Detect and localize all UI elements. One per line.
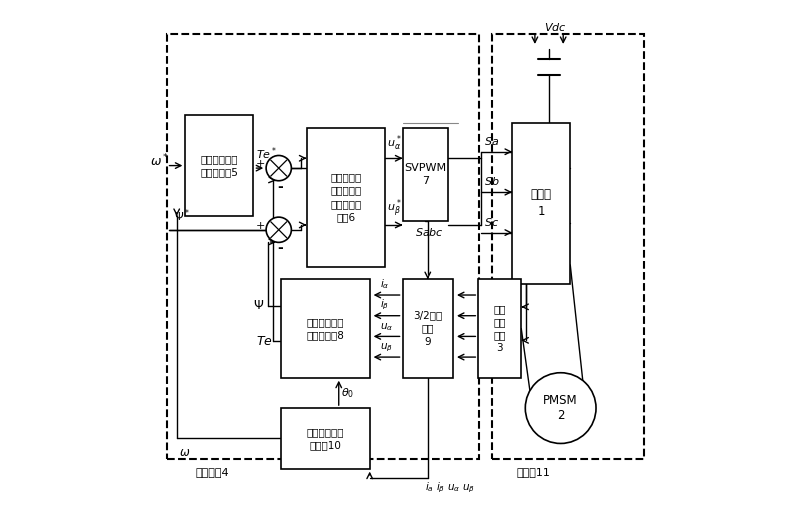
Text: SVPWM
7: SVPWM 7: [404, 163, 446, 186]
Bar: [478, 279, 522, 378]
Text: $i_\alpha$: $i_\alpha$: [380, 278, 390, 292]
Text: $u_\alpha$: $u_\alpha$: [380, 321, 393, 333]
Bar: [492, 34, 643, 459]
Text: $Sabc$: $Sabc$: [415, 226, 444, 238]
Bar: [282, 408, 370, 469]
Text: $u_\alpha^*$: $u_\alpha^*$: [387, 134, 402, 153]
Text: 自适应模糊
滑模转矩、
磁链内环控
制器6: 自适应模糊 滑模转矩、 磁链内环控 制器6: [330, 172, 362, 222]
Text: $\Psi$: $\Psi$: [254, 299, 265, 312]
Circle shape: [526, 373, 596, 443]
Text: 控制电路4: 控制电路4: [195, 467, 229, 477]
Text: $Vdc$: $Vdc$: [544, 21, 566, 33]
Text: $i_a\ i_\beta\ u_\alpha\ u_\beta$: $i_a\ i_\beta\ u_\alpha\ u_\beta$: [426, 481, 475, 495]
Text: $Te^*$: $Te^*$: [256, 145, 278, 162]
Text: +: +: [255, 220, 265, 231]
Text: 主电路11: 主电路11: [516, 467, 550, 477]
Text: PMSM
2: PMSM 2: [543, 394, 578, 422]
Text: $\omega$: $\omega$: [179, 446, 190, 459]
Bar: [402, 279, 453, 378]
Text: $u_\beta^*$: $u_\beta^*$: [387, 198, 402, 220]
Text: -: -: [277, 241, 282, 256]
Circle shape: [266, 155, 291, 181]
Bar: [282, 279, 370, 378]
Text: 3/2坐标
变换
9: 3/2坐标 变换 9: [413, 310, 442, 347]
Text: $i_\beta$: $i_\beta$: [380, 298, 389, 312]
Text: -: -: [277, 180, 282, 194]
Bar: [166, 34, 479, 459]
Bar: [306, 128, 385, 267]
Bar: [186, 115, 254, 216]
Text: $Sb$: $Sb$: [484, 175, 499, 187]
Text: 逆变器
1: 逆变器 1: [530, 188, 552, 218]
Bar: [402, 128, 448, 221]
Text: $\omega^*$: $\omega^*$: [150, 152, 169, 169]
Text: $\Psi^*$: $\Psi^*$: [174, 207, 190, 224]
Text: 终端滑模转速
外环控制器5: 终端滑模转速 外环控制器5: [201, 154, 238, 177]
Bar: [512, 122, 570, 284]
Text: 信号
检测
电路
3: 信号 检测 电路 3: [494, 304, 506, 354]
Text: $Te$: $Te$: [256, 335, 273, 348]
Text: $u_\beta$: $u_\beta$: [380, 341, 393, 354]
Text: 定子磁链、电
磁转矩估计8: 定子磁链、电 磁转矩估计8: [306, 317, 345, 340]
Text: +: +: [255, 159, 265, 169]
Text: $\theta_0$: $\theta_0$: [342, 386, 354, 400]
Text: $Sa$: $Sa$: [484, 135, 499, 147]
Circle shape: [266, 217, 291, 242]
Text: $Sc$: $Sc$: [484, 215, 499, 228]
Text: 转子位置、转
速估计10: 转子位置、转 速估计10: [306, 427, 344, 450]
